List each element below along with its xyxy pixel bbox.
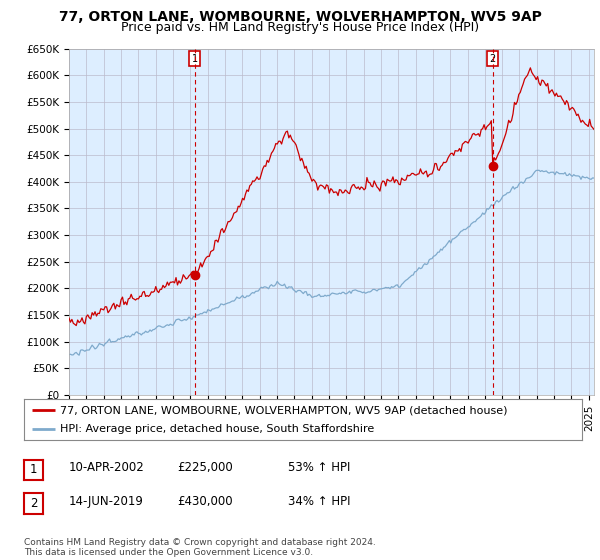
Text: 2: 2 xyxy=(490,54,496,64)
Text: 14-JUN-2019: 14-JUN-2019 xyxy=(69,494,144,508)
Text: £225,000: £225,000 xyxy=(177,461,233,474)
Text: 77, ORTON LANE, WOMBOURNE, WOLVERHAMPTON, WV5 9AP: 77, ORTON LANE, WOMBOURNE, WOLVERHAMPTON… xyxy=(59,10,541,24)
Text: 77, ORTON LANE, WOMBOURNE, WOLVERHAMPTON, WV5 9AP (detached house): 77, ORTON LANE, WOMBOURNE, WOLVERHAMPTON… xyxy=(60,405,508,415)
Text: £430,000: £430,000 xyxy=(177,494,233,508)
Text: Contains HM Land Registry data © Crown copyright and database right 2024.
This d: Contains HM Land Registry data © Crown c… xyxy=(24,538,376,557)
Text: 10-APR-2002: 10-APR-2002 xyxy=(69,461,145,474)
Text: 34% ↑ HPI: 34% ↑ HPI xyxy=(288,494,350,508)
Text: 2: 2 xyxy=(30,497,37,510)
Text: Price paid vs. HM Land Registry's House Price Index (HPI): Price paid vs. HM Land Registry's House … xyxy=(121,21,479,34)
Text: 1: 1 xyxy=(192,54,198,64)
Text: HPI: Average price, detached house, South Staffordshire: HPI: Average price, detached house, Sout… xyxy=(60,424,374,433)
Text: 53% ↑ HPI: 53% ↑ HPI xyxy=(288,461,350,474)
Text: 1: 1 xyxy=(30,463,37,477)
